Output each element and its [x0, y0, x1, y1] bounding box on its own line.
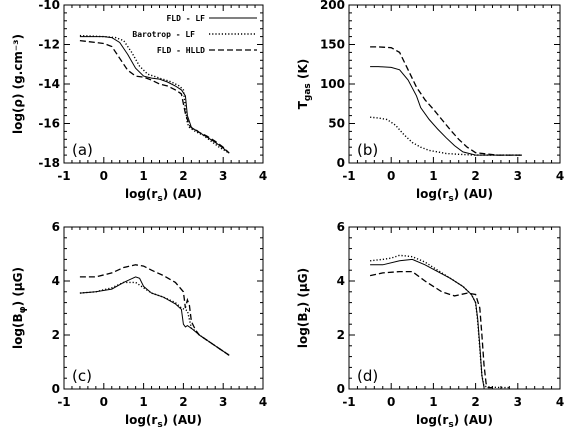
x-tick-label: 1	[139, 169, 147, 183]
series-line-dotted	[370, 254, 510, 389]
y-tick-label: 6	[337, 220, 345, 234]
series-line-solid	[79, 36, 230, 154]
y-tick-label: 6	[52, 220, 60, 234]
y-tick-label: -16	[38, 117, 60, 131]
y-tick-label: 200	[320, 0, 345, 12]
x-axis-label: log(rs) (AU)	[416, 413, 493, 429]
series-line-dashed	[369, 270, 493, 389]
series-line-dotted	[79, 281, 230, 356]
legend-label: FLD - HLLD	[157, 46, 205, 55]
plot-frame	[63, 4, 264, 164]
y-tick-label: 2	[52, 328, 60, 342]
plot-frame	[348, 226, 561, 390]
series-line-solid	[79, 276, 230, 356]
x-tick-label: 3	[514, 169, 522, 183]
series-line-dashed	[370, 46, 522, 156]
x-tick-label: 4	[556, 169, 564, 183]
x-axis-label: log(rs) (AU)	[416, 187, 493, 204]
x-tick-label: 0	[100, 395, 108, 409]
legend-label: FLD - LF	[166, 14, 205, 23]
panel-label: (a)	[72, 141, 93, 159]
series-line-dashed	[79, 39, 230, 154]
x-tick-label: -1	[57, 395, 70, 409]
x-tick-label: 1	[429, 395, 437, 409]
legend-label: Barotrop - LF	[132, 30, 195, 39]
y-axis-label: log(Bz) (μG)	[296, 268, 313, 348]
plot-frame	[63, 226, 264, 390]
x-tick-label: 1	[429, 169, 437, 183]
x-tick-label: 3	[514, 395, 522, 409]
panel-label: (b)	[357, 141, 378, 159]
series-line-dotted	[79, 34, 230, 154]
panel-label: (c)	[72, 367, 92, 385]
x-axis-label: log(rs) (AU)	[125, 187, 202, 204]
y-tick-label: 4	[337, 274, 345, 288]
y-tick-label: 50	[328, 117, 345, 131]
x-tick-label: 4	[259, 169, 267, 183]
y-tick-label: 0	[52, 382, 60, 396]
y-tick-label: -10	[38, 0, 60, 12]
x-tick-label: 3	[219, 169, 227, 183]
plot-frame	[348, 4, 561, 164]
y-tick-label: -18	[38, 156, 60, 170]
y-tick-label: 0	[337, 156, 345, 170]
x-tick-label: 0	[100, 169, 108, 183]
x-tick-label: 4	[556, 395, 564, 409]
series-line-solid	[370, 258, 485, 388]
x-tick-label: -1	[57, 169, 70, 183]
x-tick-label: 2	[179, 169, 187, 183]
y-tick-label: -12	[38, 38, 60, 52]
x-tick-label: 4	[259, 395, 267, 409]
y-axis-label: log(Bφ) (μG)	[11, 267, 28, 349]
series-line-solid	[370, 66, 522, 156]
y-tick-label: 150	[320, 38, 345, 52]
x-tick-label: 2	[471, 169, 479, 183]
x-tick-label: 2	[471, 395, 479, 409]
legend: FLD - LF Barotrop - LF FLD - HLLD	[132, 14, 257, 55]
y-tick-label: 100	[320, 77, 345, 91]
series-line-dashed	[79, 264, 230, 356]
x-tick-label: 1	[139, 395, 147, 409]
panel-label: (d)	[357, 367, 378, 385]
x-tick-label: 0	[387, 395, 395, 409]
x-tick-label: -1	[342, 169, 355, 183]
y-tick-label: 4	[52, 274, 60, 288]
y-tick-label: 2	[337, 328, 345, 342]
y-tick-label: 0	[337, 382, 345, 396]
y-axis-label: Tgas (K)	[296, 59, 313, 110]
y-tick-label: -14	[38, 77, 60, 91]
series-line-dotted	[370, 116, 522, 156]
x-tick-label: -1	[342, 395, 355, 409]
x-tick-label: 2	[179, 395, 187, 409]
x-tick-label: 0	[387, 169, 395, 183]
x-axis-label: log(rs) (AU)	[125, 413, 202, 429]
y-axis-label: log(ρ) (g.cm⁻³)	[11, 34, 25, 134]
x-tick-label: 3	[219, 395, 227, 409]
